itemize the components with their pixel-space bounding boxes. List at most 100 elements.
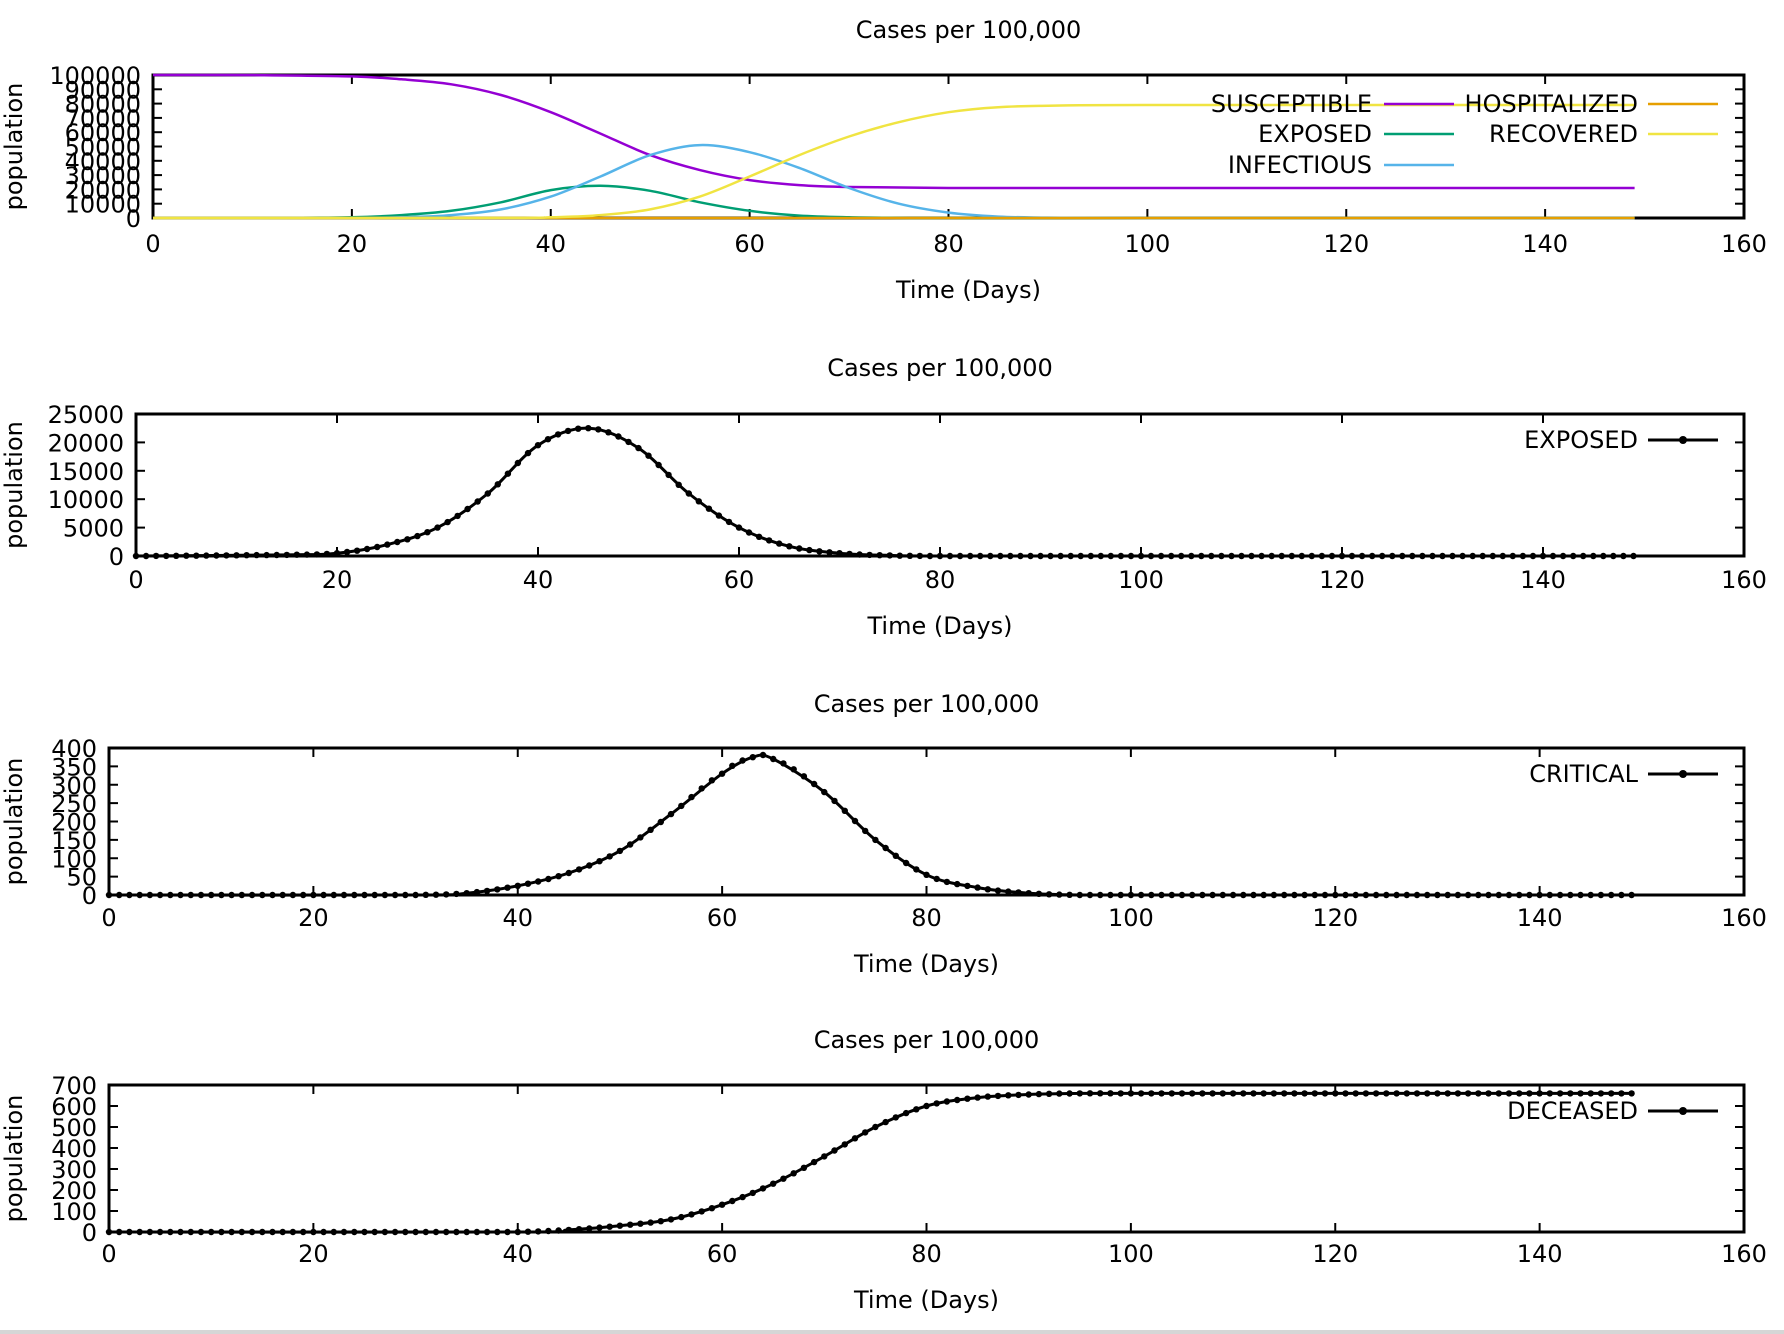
data-point xyxy=(514,459,522,467)
legend-marker xyxy=(1679,436,1687,444)
data-point xyxy=(606,853,613,860)
data-point xyxy=(906,552,914,559)
data-point xyxy=(1250,1090,1257,1097)
data-point xyxy=(1413,1090,1421,1097)
data-point xyxy=(504,884,511,891)
data-point xyxy=(238,891,245,899)
data-point xyxy=(627,841,634,848)
data-point xyxy=(197,891,205,899)
data-point xyxy=(1209,891,1216,899)
data-point xyxy=(1097,1090,1104,1097)
data-point xyxy=(494,886,501,893)
data-point xyxy=(361,1228,368,1236)
data-point xyxy=(1379,552,1386,560)
data-point xyxy=(1413,891,1421,899)
data-point xyxy=(156,891,164,899)
data-point xyxy=(605,429,612,436)
y-tick-label: 400 xyxy=(51,1135,97,1163)
data-point xyxy=(361,891,368,899)
x-tick-label: 80 xyxy=(933,230,964,258)
data-point xyxy=(1318,552,1326,560)
data-point xyxy=(173,552,180,559)
data-point xyxy=(146,891,154,899)
data-point xyxy=(1087,552,1095,560)
data-point xyxy=(310,1228,317,1236)
x-tick-label: 100 xyxy=(1108,904,1154,932)
data-point xyxy=(1536,891,1543,899)
data-point xyxy=(1137,1090,1145,1097)
data-point xyxy=(735,524,743,531)
data-point xyxy=(514,1228,521,1236)
data-point xyxy=(698,1208,705,1215)
x-axis-label: Time (Days) xyxy=(853,950,999,978)
data-point xyxy=(1005,1092,1012,1099)
data-point xyxy=(1556,891,1564,899)
data-point xyxy=(780,760,787,767)
data-point xyxy=(800,1164,808,1172)
data-point xyxy=(371,891,378,899)
y-axis-label: population xyxy=(0,421,28,549)
data-point xyxy=(289,1228,297,1236)
data-point xyxy=(688,1211,695,1218)
x-tick-label: 140 xyxy=(1520,566,1566,594)
data-point xyxy=(688,793,695,801)
data-point xyxy=(1549,552,1557,560)
data-point xyxy=(790,1170,797,1177)
data-point xyxy=(862,827,869,835)
data-point xyxy=(1281,891,1288,899)
data-point xyxy=(866,551,873,559)
data-point xyxy=(882,844,889,852)
data-point xyxy=(1444,891,1451,899)
data-point xyxy=(1526,891,1533,899)
x-tick-label: 80 xyxy=(911,904,942,932)
data-point xyxy=(524,449,532,457)
data-point xyxy=(142,552,150,560)
data-point xyxy=(1229,891,1237,899)
data-point xyxy=(790,766,797,773)
data-point xyxy=(564,427,572,435)
data-point xyxy=(1301,1090,1308,1097)
data-point xyxy=(412,1228,419,1236)
data-point xyxy=(1587,891,1594,899)
data-point xyxy=(1298,552,1306,560)
data-point xyxy=(381,891,389,899)
data-point xyxy=(1479,552,1486,560)
data-point xyxy=(1157,552,1165,560)
data-point xyxy=(1577,1090,1584,1097)
series-line-infectious xyxy=(152,143,1635,220)
data-point xyxy=(586,1225,593,1232)
data-point xyxy=(310,891,317,899)
data-point xyxy=(363,545,371,553)
data-point xyxy=(412,891,419,899)
data-point xyxy=(167,891,174,899)
data-point xyxy=(1464,891,1472,899)
x-tick-label: 60 xyxy=(724,566,755,594)
data-point xyxy=(596,858,603,865)
data-point xyxy=(1158,1090,1165,1097)
data-point xyxy=(554,431,562,438)
data-point xyxy=(796,545,803,552)
data-point xyxy=(1567,1090,1574,1097)
data-point xyxy=(1025,890,1032,897)
data-point xyxy=(545,875,552,883)
data-point xyxy=(749,754,756,761)
data-point xyxy=(800,773,808,780)
data-point xyxy=(1168,1090,1176,1097)
data-point xyxy=(1258,552,1265,560)
data-point xyxy=(414,532,421,540)
data-point xyxy=(474,498,481,505)
data-point xyxy=(1127,1090,1135,1097)
data-point xyxy=(974,884,981,891)
data-point xyxy=(1005,888,1012,895)
data-point xyxy=(1168,552,1175,560)
data-point xyxy=(718,770,726,777)
data-point xyxy=(1419,552,1426,560)
x-tick-label: 140 xyxy=(1517,1240,1563,1268)
data-point xyxy=(1066,891,1073,898)
data-point xyxy=(841,807,848,814)
data-point xyxy=(1342,891,1349,899)
data-point xyxy=(1529,552,1537,560)
data-point xyxy=(424,529,431,536)
data-point xyxy=(872,836,879,844)
